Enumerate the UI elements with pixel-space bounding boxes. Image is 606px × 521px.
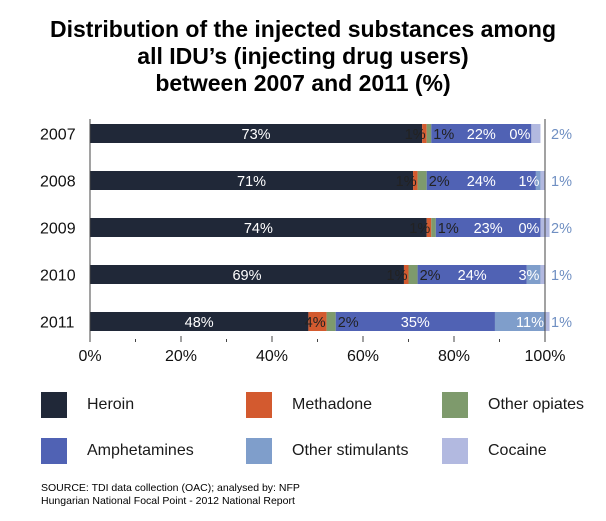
bar-segment-other-opiates-2011 [326, 312, 336, 331]
y-tick-label-2009: 2009 [40, 221, 76, 238]
bar-segment-amphetamines-2011 [335, 312, 495, 331]
x-tick-label-20: 20% [165, 348, 197, 365]
bar-segment-amphetamines-2007 [431, 124, 532, 143]
data-label-amphetamines-2007: 22% [467, 127, 496, 143]
data-label-other-stimulants-2010: 3% [518, 268, 539, 284]
data-label-amphetamines-2008: 24% [467, 174, 496, 190]
bar-segment-methadone-2011 [308, 312, 327, 331]
bar-segment-heroin-2009 [90, 218, 427, 237]
bar-segment-cocaine-2010 [540, 265, 545, 284]
data-label-heroin-2010: 69% [232, 268, 261, 284]
x-tick-label-0: 0% [78, 348, 101, 365]
y-tick-label-2010: 2010 [40, 268, 76, 285]
data-label-methadone-2011: 4% [305, 315, 326, 331]
bar-segment-other-opiates-2008 [417, 171, 427, 190]
x-tick-label-100: 100% [525, 348, 566, 365]
chart-title-line-2: all IDU’s (injecting drug users) [137, 43, 469, 69]
source-line-2: Hungarian National Focal Point - 2012 Na… [41, 495, 295, 507]
x-tick-label-40: 40% [256, 348, 288, 365]
data-label-cocaine-2009: 2% [551, 221, 572, 237]
bar-segment-cocaine-2007 [531, 124, 541, 143]
bar-segment-methadone-2009 [426, 218, 432, 237]
bar-segment-heroin-2007 [90, 124, 423, 143]
x-tick-label-60: 60% [347, 348, 379, 365]
bar-segment-other-opiates-2009 [431, 218, 436, 237]
bar-segment-amphetamines-2009 [435, 218, 541, 237]
data-label-heroin-2008: 71% [237, 174, 266, 190]
bar-segment-methadone-2007 [422, 124, 427, 143]
chart-title-line-3: between 2007 and 2011 (%) [155, 70, 451, 96]
data-label-other-opiates-2008: 2% [429, 174, 450, 190]
bar-segment-other-opiates-2010 [408, 265, 418, 284]
data-label-heroin-2011: 48% [185, 315, 214, 331]
data-label-cocaine-2008: 1% [551, 174, 572, 190]
data-label-amphetamines-2009: 23% [474, 221, 503, 237]
data-label-heroin-2007: 73% [242, 127, 271, 143]
data-label-other-opiates-2009: 1% [438, 221, 459, 237]
bar-segment-heroin-2011 [90, 312, 309, 331]
data-label-cocaine-2010: 1% [551, 268, 572, 284]
data-label-other-opiates-2011: 2% [338, 315, 359, 331]
y-tick-label-2007: 2007 [40, 127, 76, 144]
bars-layer [90, 124, 550, 331]
bar-segment-heroin-2008 [90, 171, 414, 190]
data-label-amphetamines-2011: 35% [401, 315, 430, 331]
data-labels-layer: 73% 1% 1% 22% 0% 2% 71% 1% 2% 24% 1% 1% 74% 1% 1% 23% 0%… [185, 127, 572, 331]
x-tick-label-80: 80% [438, 348, 470, 365]
bar-segment-cocaine-2011 [545, 312, 550, 331]
data-label-methadone-2009: 1% [409, 221, 430, 237]
data-label-amphetamines-2010: 24% [458, 268, 487, 284]
bar-segment-methadone-2008 [413, 171, 418, 190]
data-label-other-stimulants-2011: 11% [516, 315, 544, 331]
bar-segment-amphetamines-2010 [417, 265, 527, 284]
data-label-methadone-2010: 1% [387, 268, 408, 284]
bar-segment-amphetamines-2008 [426, 171, 536, 190]
chart-title: Distribution of the injected substances … [0, 16, 606, 97]
data-label-methadone-2008: 1% [396, 174, 417, 190]
bar-segment-methadone-2010 [403, 265, 409, 284]
bar-segment-other-stimulants-2008 [535, 171, 541, 190]
y-tick-label-2008: 2008 [40, 174, 76, 191]
bar-segment-other-stimulants-2011 [494, 312, 545, 331]
bar-segment-heroin-2010 [90, 265, 404, 284]
data-label-cocaine-2011: 1% [551, 315, 572, 331]
data-label-other-stimulants-2007: 0% [509, 127, 530, 143]
data-label-other-opiates-2007: 1% [433, 127, 454, 143]
data-label-cocaine-2007: 2% [551, 127, 572, 143]
chart-title-line-1: Distribution of the injected substances … [49, 16, 557, 42]
y-tick-label-2011: 2011 [40, 315, 75, 332]
bar-segment-other-opiates-2007 [426, 124, 432, 143]
data-label-heroin-2009: 74% [244, 221, 273, 237]
data-label-other-stimulants-2009: 0% [518, 221, 539, 237]
data-label-other-stimulants-2008: 1% [518, 174, 539, 190]
source-note: SOURCE: TDI data collection (OAC); analy… [41, 482, 300, 508]
data-label-other-opiates-2010: 2% [420, 268, 441, 284]
bar-segment-cocaine-2008 [540, 171, 545, 190]
data-label-methadone-2007: 1% [405, 127, 426, 143]
source-line-1: SOURCE: TDI data collection (OAC); analy… [41, 482, 300, 494]
bar-segment-other-stimulants-2010 [526, 265, 541, 284]
